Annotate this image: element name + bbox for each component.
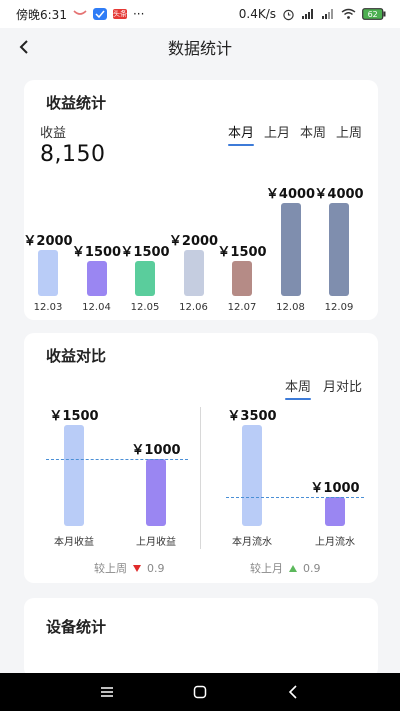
income-total: 8,150	[40, 142, 106, 167]
bar-value-label: ￥2000	[168, 233, 219, 249]
bar-value-label: ￥4000	[265, 187, 316, 202]
compare-value-label: ￥3500	[227, 409, 277, 424]
reference-dashed-line	[46, 458, 188, 460]
compare-category-label: 本月流水	[232, 537, 272, 548]
compare-category-label: 上月收益	[136, 537, 176, 548]
income-label: 收益	[40, 126, 67, 141]
tab-month-compare[interactable]: 月对比	[322, 380, 362, 395]
compare-delta: 较上月 0.9	[250, 560, 321, 576]
menu-button[interactable]	[92, 677, 122, 707]
compare-bar[interactable]	[146, 458, 166, 526]
tab-last-month[interactable]: 上月	[263, 126, 290, 141]
home-icon	[193, 685, 207, 699]
tab-last-week[interactable]: 上周	[335, 126, 362, 141]
back-nav-button[interactable]	[278, 677, 308, 707]
bar-date-label: 12.07	[227, 302, 257, 313]
status-time: 傍晚6:31	[16, 7, 67, 22]
device-card-title: 设备统计	[46, 618, 107, 636]
delta-label: 较上月	[250, 562, 283, 575]
svg-text:62: 62	[368, 10, 378, 19]
bar-date-label: 12.08	[276, 302, 305, 313]
delta-label: 较上周	[94, 562, 127, 575]
income-bar[interactable]	[183, 249, 204, 296]
income-compare-card: 收益对比 本周 月对比 ￥1500 本月收益 ￥1000 上月收益较上周 0.9 ￥350…	[24, 333, 378, 583]
income-card-title: 收益统计	[46, 94, 107, 112]
compare-divider	[200, 407, 201, 549]
bar-date-label: 12.06	[179, 302, 208, 313]
tab-this-week[interactable]: 本周	[284, 376, 311, 400]
message-icon	[73, 8, 87, 20]
tab-this-week[interactable]: 本周	[299, 126, 326, 141]
device-stats-card: 设备统计	[24, 598, 378, 678]
battery-icon: 62	[362, 8, 386, 20]
bar-date-label: 12.05	[130, 302, 160, 313]
compare-tabs: 本周 月对比	[284, 376, 362, 400]
income-bar[interactable]	[86, 261, 107, 296]
compare-category-label: 本月收益	[54, 537, 94, 548]
income-bar[interactable]	[280, 203, 301, 296]
income-stats-card: 收益统计 收益 8,150 本月 上月 本周 上周 ￥2000 12.03 ￥150…	[23, 80, 378, 320]
bar-value-label: ￥2000	[23, 233, 73, 249]
network-speed: 0.4K/s	[238, 7, 276, 21]
bar-value-label: ￥4000	[314, 187, 364, 202]
compare-value-label: ￥1000	[310, 481, 360, 497]
bar-date-label: 12.04	[82, 302, 111, 313]
compare-delta: 较上周 0.9	[94, 560, 165, 576]
nav-back-icon	[289, 685, 297, 699]
delta-value: 0.9	[303, 561, 321, 575]
back-arrow-icon	[19, 40, 28, 54]
more-notifications-icon: ···	[132, 7, 145, 21]
income-bar[interactable]	[232, 261, 252, 296]
status-bar: 傍晚6:31 头条 ··· 0.4K/s 62	[0, 0, 400, 28]
wifi-icon	[341, 8, 356, 20]
bar-value-label: ￥1500	[71, 245, 122, 261]
delta-value: 0.9	[147, 561, 165, 575]
income-bar[interactable]	[38, 249, 58, 296]
trend-down-icon	[133, 564, 141, 572]
bar-date-label: 12.09	[324, 302, 354, 313]
compare-category-label: 上月流水	[315, 537, 355, 548]
back-button[interactable]	[12, 34, 36, 60]
period-tabs: 本月 上月 本周 上周	[227, 122, 362, 146]
sim-signal-2-icon	[321, 8, 335, 20]
app-notification-icon	[92, 8, 107, 20]
reference-dashed-line	[226, 497, 364, 499]
compare-bar[interactable]	[242, 425, 262, 526]
tab-this-month[interactable]: 本月	[227, 122, 254, 146]
bar-value-label: ￥1500	[120, 245, 170, 261]
income-bar[interactable]	[135, 261, 155, 296]
trend-up-icon	[289, 564, 297, 572]
sim-signal-icon	[301, 8, 315, 20]
income-bar[interactable]	[329, 203, 349, 296]
compare-card-title: 收益对比	[46, 347, 107, 365]
system-nav-bar	[0, 673, 400, 711]
news-notification-icon: 头条	[112, 9, 127, 19]
compare-bar[interactable]	[64, 425, 84, 526]
compare-value-label: ￥1500	[49, 409, 99, 424]
alarm-icon	[282, 8, 295, 21]
bar-value-label: ￥1500	[217, 245, 267, 261]
page-title: 数据统计	[167, 39, 232, 58]
home-button[interactable]	[185, 677, 215, 707]
compare-value-label: ￥1000	[131, 442, 181, 458]
menu-icon	[100, 687, 113, 697]
bar-date-label: 12.03	[33, 302, 63, 313]
compare-bar[interactable]	[325, 497, 345, 526]
app-header: 数据统计	[0, 28, 400, 66]
